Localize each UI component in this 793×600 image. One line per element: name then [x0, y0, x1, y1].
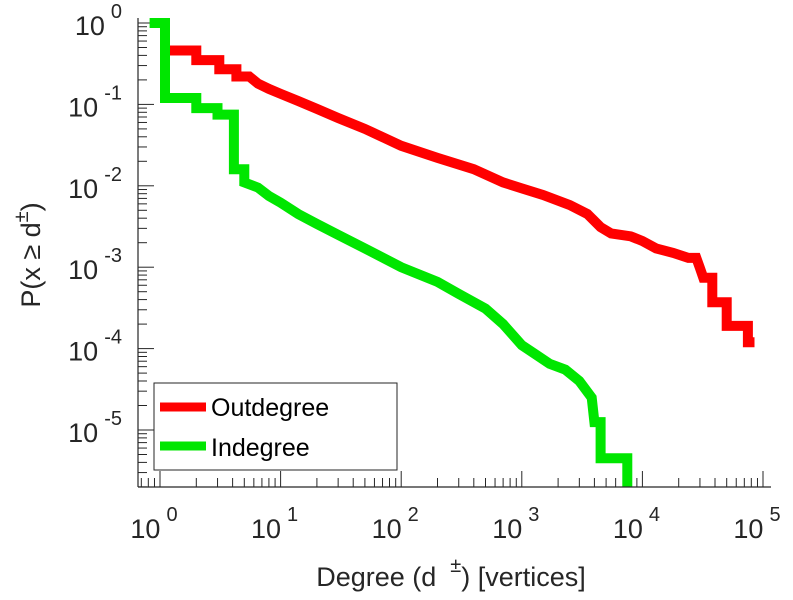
- x-tick-base: 10: [492, 514, 522, 544]
- y-tick-label: 10 -5: [68, 408, 122, 448]
- y-tick-base: 10: [68, 418, 98, 448]
- y-tick-label: 10 0: [75, 1, 122, 41]
- legend-box: [153, 382, 398, 471]
- series-layer: [149, 18, 755, 487]
- x-tick-exponent: 4: [649, 504, 660, 526]
- y-tick-base: 10: [68, 174, 98, 204]
- x-tick-base: 10: [372, 514, 402, 544]
- x-tick-exponent: 3: [528, 504, 539, 526]
- x-axis-label-sup: ±: [450, 555, 461, 577]
- legend: Outdegree Indegree: [153, 382, 398, 471]
- x-axis-label: Degree (d ±) [vertices]: [316, 555, 586, 592]
- y-tick-exponent: -1: [104, 82, 122, 104]
- x-axis-label-main: Degree (d: [316, 562, 436, 592]
- y-tick-label: 10 -4: [68, 327, 122, 367]
- series-line-indegree: [149, 18, 633, 487]
- x-tick-labels: 10 0 10 1 10 2 10 3 10 4 10 5: [130, 504, 780, 544]
- y-tick-base: 10: [68, 255, 98, 285]
- y-tick-label: 10 -3: [68, 245, 122, 285]
- y-axis-label-sup: ±: [11, 211, 33, 222]
- x-tick-label: 10 4: [613, 504, 660, 544]
- y-axis-label-main: P(x ≥ d: [16, 222, 46, 307]
- x-tick-exponent: 0: [166, 504, 177, 526]
- y-axis-label-rest: ): [16, 202, 46, 211]
- series-line-outdegree: [165, 45, 755, 348]
- x-tick-label: 10 3: [492, 504, 539, 544]
- y-tick-labels: 10 0 10 -1 10 -2 10 -3 10 -4 10 -5: [68, 1, 122, 448]
- y-tick-exponent: -3: [104, 245, 122, 267]
- x-tick-exponent: 2: [408, 504, 419, 526]
- x-tick-label: 10 5: [733, 504, 780, 544]
- x-tick-base: 10: [251, 514, 281, 544]
- y-tick-label: 10 -1: [68, 82, 122, 122]
- legend-label-outdegree: Outdegree: [211, 394, 329, 422]
- x-axis-label-rest: ) [vertices]: [461, 562, 586, 592]
- y-tick-exponent: 0: [111, 1, 122, 23]
- x-tick-base: 10: [613, 514, 643, 544]
- y-tick-base: 10: [75, 11, 105, 41]
- x-tick-exponent: 1: [287, 504, 298, 526]
- x-tick-base: 10: [130, 514, 160, 544]
- y-tick-base: 10: [68, 92, 98, 122]
- y-tick-base: 10: [68, 337, 98, 367]
- y-tick-exponent: -4: [104, 327, 122, 349]
- x-tick-exponent: 5: [769, 504, 780, 526]
- x-tick-label: 10 0: [130, 504, 177, 544]
- x-tick-base: 10: [733, 514, 763, 544]
- x-tick-label: 10 2: [372, 504, 419, 544]
- x-tick-label: 10 1: [251, 504, 298, 544]
- legend-label-indegree: Indegree: [211, 434, 310, 462]
- y-tick-label: 10 -2: [68, 164, 122, 204]
- y-axis-label: P(x ≥ d±): [11, 202, 46, 307]
- y-tick-exponent: -2: [104, 164, 122, 186]
- y-tick-exponent: -5: [104, 408, 122, 430]
